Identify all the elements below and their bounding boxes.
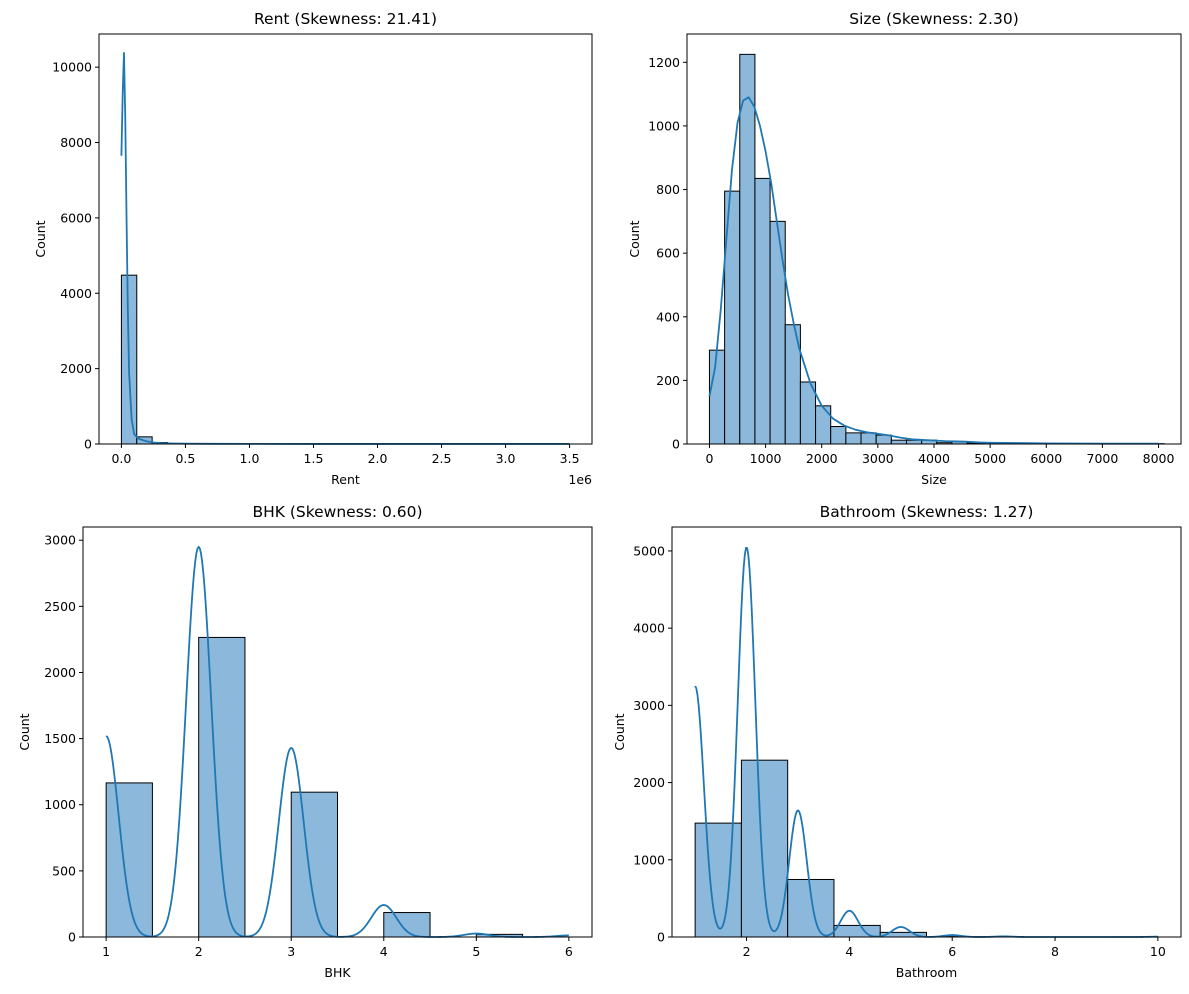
xtick-label-size-6: 6000 xyxy=(1030,451,1062,466)
ytick-label-bathroom-1: 1000 xyxy=(633,852,665,867)
ytick-label-bhk-3: 1500 xyxy=(44,731,76,746)
ytick-label-bathroom-2: 2000 xyxy=(633,775,665,790)
xtick-label-rent-6: 3.0 xyxy=(496,451,516,466)
ytick-label-rent-1: 2000 xyxy=(60,361,92,376)
xtick-label-bathroom-4: 10 xyxy=(1150,944,1166,959)
axes-frame-rent xyxy=(99,34,592,444)
xtick-label-bathroom-1: 4 xyxy=(845,944,853,959)
chart-title-bhk: BHK (Skewness: 0.60) xyxy=(252,503,422,521)
bar-size-0 xyxy=(709,350,724,444)
ytick-label-size-6: 1200 xyxy=(648,55,680,70)
y-axis-label-bathroom: Count xyxy=(612,713,627,750)
kde-line-rent xyxy=(121,53,569,444)
xtick-label-size-1: 1000 xyxy=(750,451,782,466)
ytick-label-bathroom-5: 5000 xyxy=(633,543,665,558)
xtick-label-bhk-1: 2 xyxy=(195,944,203,959)
ytick-label-bhk-2: 1000 xyxy=(44,797,76,812)
xtick-label-bhk-5: 6 xyxy=(565,944,573,959)
bar-bathroom-0 xyxy=(695,823,741,937)
ytick-label-size-2: 400 xyxy=(656,309,680,324)
xtick-label-rent-0: 0.0 xyxy=(111,451,131,466)
xtick-label-size-0: 0 xyxy=(705,451,713,466)
xtick-label-size-8: 8000 xyxy=(1143,451,1175,466)
bar-size-7 xyxy=(816,406,831,444)
xtick-label-size-2: 2000 xyxy=(806,451,838,466)
xtick-label-bathroom-0: 2 xyxy=(743,944,751,959)
xtick-label-rent-7: 3.5 xyxy=(560,451,580,466)
chart-title-bathroom: Bathroom (Skewness: 1.27) xyxy=(820,503,1034,521)
x-axis-label-size: Size xyxy=(921,472,947,487)
bar-size-10 xyxy=(861,433,876,444)
subplot-size: 0 1000 2000 3000 4000 5000 6000 7000 8000 0 200 400… xyxy=(627,10,1181,487)
xtick-label-bhk-0: 1 xyxy=(102,944,110,959)
bar-size-2 xyxy=(740,54,755,444)
xtick-label-bhk-3: 4 xyxy=(380,944,388,959)
xtick-label-size-5: 5000 xyxy=(974,451,1006,466)
bar-bhk-0 xyxy=(106,783,152,937)
bar-bhk-6 xyxy=(384,913,430,937)
xtick-label-rent-5: 2.5 xyxy=(432,451,452,466)
axis-offset-text-rent: 1e6 xyxy=(568,472,592,487)
bar-size-4 xyxy=(770,221,785,444)
xtick-label-rent-3: 1.5 xyxy=(304,451,324,466)
bar-size-9 xyxy=(846,433,861,444)
xtick-label-size-7: 7000 xyxy=(1087,451,1119,466)
xtick-label-rent-2: 1.0 xyxy=(240,451,260,466)
bars-bathroom xyxy=(695,760,1158,937)
ytick-label-bathroom-3: 3000 xyxy=(633,698,665,713)
ytick-label-bhk-4: 2000 xyxy=(44,665,76,680)
ytick-label-size-1: 200 xyxy=(656,373,680,388)
ytick-label-size-0: 0 xyxy=(672,437,680,452)
xtick-label-rent-4: 2.0 xyxy=(368,451,388,466)
bar-size-13 xyxy=(906,440,921,444)
xtick-label-bathroom-3: 8 xyxy=(1051,944,1059,959)
subplot-bathroom: 2 4 6 8 10 0 1000 2000 3000 4000 5000 Bathroom (Ske… xyxy=(612,503,1181,980)
ytick-label-bhk-5: 2500 xyxy=(44,599,76,614)
bars-bhk xyxy=(106,637,522,937)
ytick-label-rent-0: 0 xyxy=(84,437,92,452)
subplot-rent: 0.0 0.5 1.0 1.5 2.0 2.5 3.0 3.5 0 2000 4000 6000 800… xyxy=(33,10,592,487)
bar-size-8 xyxy=(831,427,846,444)
ytick-label-bathroom-4: 4000 xyxy=(633,621,665,636)
ytick-label-bhk-6: 3000 xyxy=(44,533,76,548)
y-axis-label-size: Count xyxy=(627,220,642,257)
bar-bhk-2 xyxy=(199,637,245,937)
subplot-bhk: 1 2 3 4 5 6 0 500 1000 1500 2000 2500 3000 BHK (Skewn… xyxy=(17,503,592,980)
x-axis-label-bhk: BHK xyxy=(324,965,351,980)
xtick-label-bhk-2: 3 xyxy=(287,944,295,959)
bar-bathroom-1 xyxy=(741,760,787,937)
xtick-label-rent-1: 0.5 xyxy=(175,451,195,466)
xtick-label-bathroom-2: 6 xyxy=(948,944,956,959)
bar-bathroom-3 xyxy=(834,925,880,937)
y-axis-label-rent: Count xyxy=(33,220,48,257)
x-axis-label-bathroom: Bathroom xyxy=(896,965,957,980)
y-axis-label-bhk: Count xyxy=(17,713,32,750)
xtick-label-size-4: 4000 xyxy=(918,451,950,466)
chart-title-rent: Rent (Skewness: 21.41) xyxy=(254,10,437,28)
bar-bhk-4 xyxy=(291,792,337,937)
ytick-label-size-3: 600 xyxy=(656,246,680,261)
ytick-label-rent-3: 6000 xyxy=(60,210,92,225)
bar-size-3 xyxy=(755,178,770,444)
ytick-label-rent-5: 10000 xyxy=(52,60,92,75)
ytick-label-bhk-0: 0 xyxy=(68,930,76,945)
ytick-label-rent-4: 8000 xyxy=(60,135,92,150)
xtick-label-bhk-4: 5 xyxy=(472,944,480,959)
ytick-label-size-5: 1000 xyxy=(648,118,680,133)
bars-rent xyxy=(121,275,198,444)
ytick-label-bathroom-0: 0 xyxy=(657,930,665,945)
chart-title-size: Size (Skewness: 2.30) xyxy=(849,10,1019,28)
ytick-label-bhk-1: 500 xyxy=(52,863,76,878)
bar-size-12 xyxy=(891,440,906,444)
bars-size xyxy=(709,54,1164,444)
bar-size-11 xyxy=(876,435,891,444)
x-axis-label-rent: Rent xyxy=(331,472,360,487)
xtick-label-size-3: 3000 xyxy=(862,451,894,466)
ytick-label-rent-2: 4000 xyxy=(60,286,92,301)
ytick-label-size-4: 800 xyxy=(656,182,680,197)
bar-size-6 xyxy=(800,382,815,444)
